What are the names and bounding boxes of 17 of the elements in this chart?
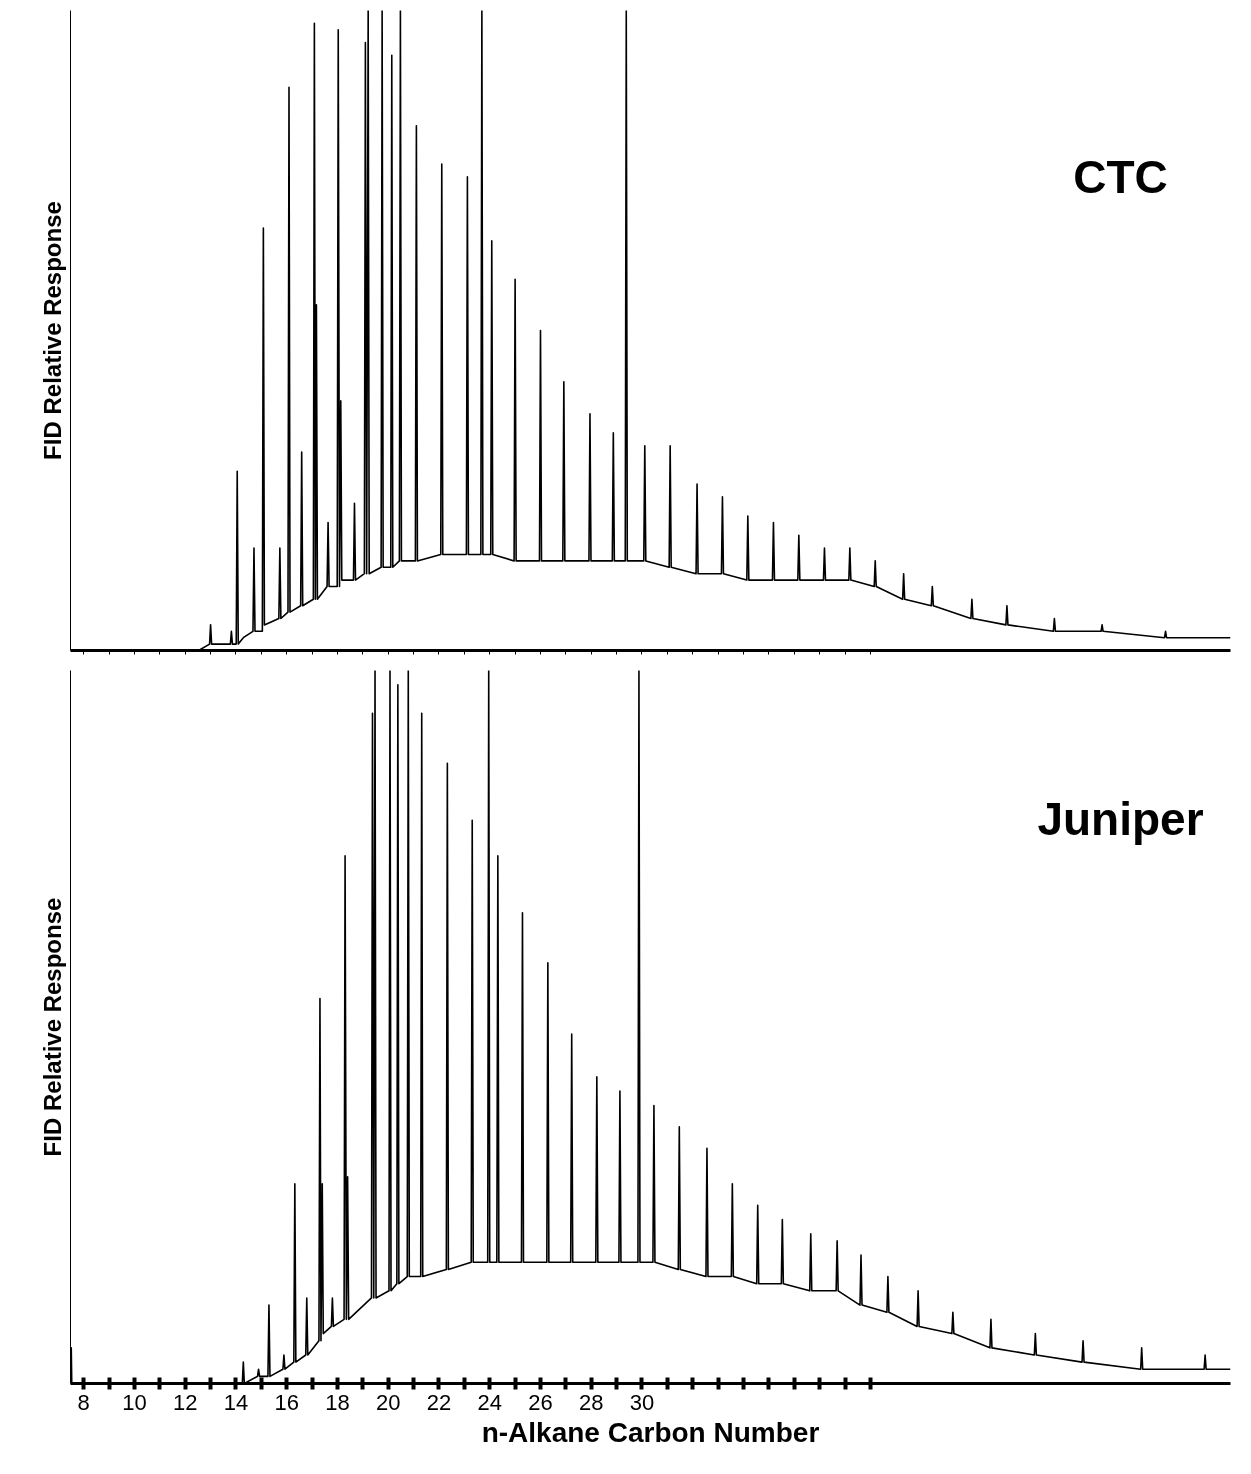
annotation: Juniper — [1037, 792, 1204, 845]
y-axis-title: FID Relative Response — [38, 897, 66, 1157]
y-axis-title: FID Relative Response — [38, 201, 66, 460]
x-tick-label: 26 — [528, 1389, 553, 1415]
x-tick-label: 22 — [426, 1389, 452, 1415]
x-tick-label: 30 — [629, 1389, 655, 1415]
x-tick-label: 8 — [77, 1389, 90, 1415]
x-tick-label: 28 — [579, 1389, 604, 1415]
annotation: CTC — [1073, 150, 1168, 203]
x-tick-label: 14 — [223, 1389, 249, 1415]
x-axis-title: n-Alkane Carbon Number — [481, 1416, 820, 1448]
x-tick-label: 24 — [477, 1389, 502, 1415]
x-tick-label: 10 — [122, 1389, 147, 1415]
x-tick-label: 16 — [274, 1389, 299, 1415]
x-tick-label: 12 — [172, 1389, 198, 1415]
x-tick-label: 18 — [325, 1389, 350, 1415]
x-tick-label: 20 — [375, 1389, 401, 1415]
